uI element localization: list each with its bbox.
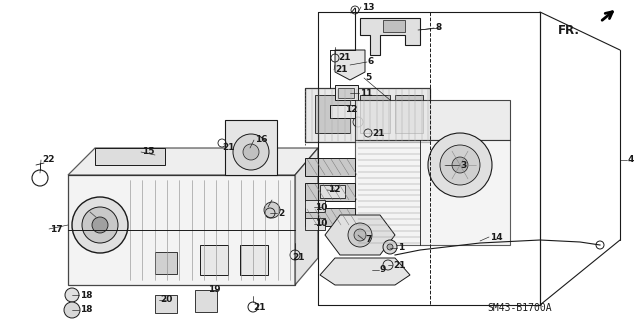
Text: 21: 21 — [393, 261, 406, 270]
Polygon shape — [335, 50, 365, 80]
Polygon shape — [305, 88, 430, 142]
Polygon shape — [305, 183, 355, 201]
Bar — [155, 252, 177, 274]
Text: 20: 20 — [160, 295, 172, 305]
Bar — [195, 290, 217, 312]
Bar — [360, 95, 390, 133]
Polygon shape — [355, 140, 510, 245]
Text: 7: 7 — [365, 235, 371, 244]
Polygon shape — [360, 18, 420, 55]
Text: 21: 21 — [292, 254, 305, 263]
Text: 17: 17 — [50, 225, 63, 234]
Text: 21: 21 — [222, 143, 234, 152]
Circle shape — [65, 288, 79, 302]
Polygon shape — [305, 158, 355, 176]
Circle shape — [64, 302, 80, 318]
Text: 3: 3 — [460, 160, 467, 169]
Bar — [200, 245, 228, 275]
Polygon shape — [95, 148, 165, 165]
Polygon shape — [325, 215, 395, 255]
Circle shape — [233, 134, 269, 170]
Polygon shape — [295, 148, 318, 285]
Polygon shape — [320, 185, 345, 198]
Circle shape — [387, 244, 393, 250]
Circle shape — [348, 223, 372, 247]
Circle shape — [428, 133, 492, 197]
Bar — [240, 245, 268, 275]
Polygon shape — [305, 200, 325, 212]
Text: 4: 4 — [628, 155, 634, 165]
Text: 8: 8 — [435, 24, 441, 33]
Polygon shape — [320, 258, 410, 285]
Text: 12: 12 — [345, 106, 358, 115]
Bar — [225, 120, 277, 175]
Text: 18: 18 — [80, 291, 93, 300]
Text: 19: 19 — [208, 286, 221, 294]
Circle shape — [92, 217, 108, 233]
Circle shape — [82, 207, 118, 243]
Bar — [338, 88, 354, 98]
Circle shape — [72, 197, 128, 253]
Circle shape — [243, 144, 259, 160]
Text: 21: 21 — [253, 302, 266, 311]
Polygon shape — [305, 208, 355, 226]
Polygon shape — [68, 175, 295, 285]
Text: 21: 21 — [335, 65, 348, 75]
Text: 22: 22 — [42, 155, 54, 165]
Circle shape — [452, 157, 468, 173]
Text: SM43-B1700A: SM43-B1700A — [488, 303, 552, 313]
Text: 10: 10 — [315, 203, 328, 211]
Bar — [155, 295, 177, 313]
Text: 9: 9 — [380, 265, 387, 275]
Text: 21: 21 — [338, 54, 351, 63]
Text: 1: 1 — [398, 243, 404, 253]
Polygon shape — [330, 105, 355, 118]
Bar — [315, 95, 350, 133]
Polygon shape — [335, 85, 358, 100]
Text: FR.: FR. — [558, 24, 580, 37]
Bar — [395, 95, 423, 133]
Text: 12: 12 — [328, 186, 340, 195]
Text: 11: 11 — [360, 88, 372, 98]
Circle shape — [383, 240, 397, 254]
Circle shape — [264, 202, 280, 218]
Bar — [383, 20, 405, 32]
Circle shape — [440, 145, 480, 185]
Circle shape — [354, 229, 366, 241]
Text: 15: 15 — [142, 147, 154, 157]
Text: 18: 18 — [80, 306, 93, 315]
Text: 13: 13 — [362, 3, 374, 11]
Text: 2: 2 — [278, 209, 284, 218]
Text: 6: 6 — [368, 57, 374, 66]
Text: 14: 14 — [490, 233, 502, 241]
Text: 10: 10 — [315, 219, 328, 228]
Text: 21: 21 — [372, 129, 385, 137]
Text: 5: 5 — [365, 73, 371, 83]
Polygon shape — [68, 148, 318, 175]
Text: 16: 16 — [255, 136, 268, 145]
Polygon shape — [355, 100, 510, 140]
Polygon shape — [305, 218, 325, 230]
